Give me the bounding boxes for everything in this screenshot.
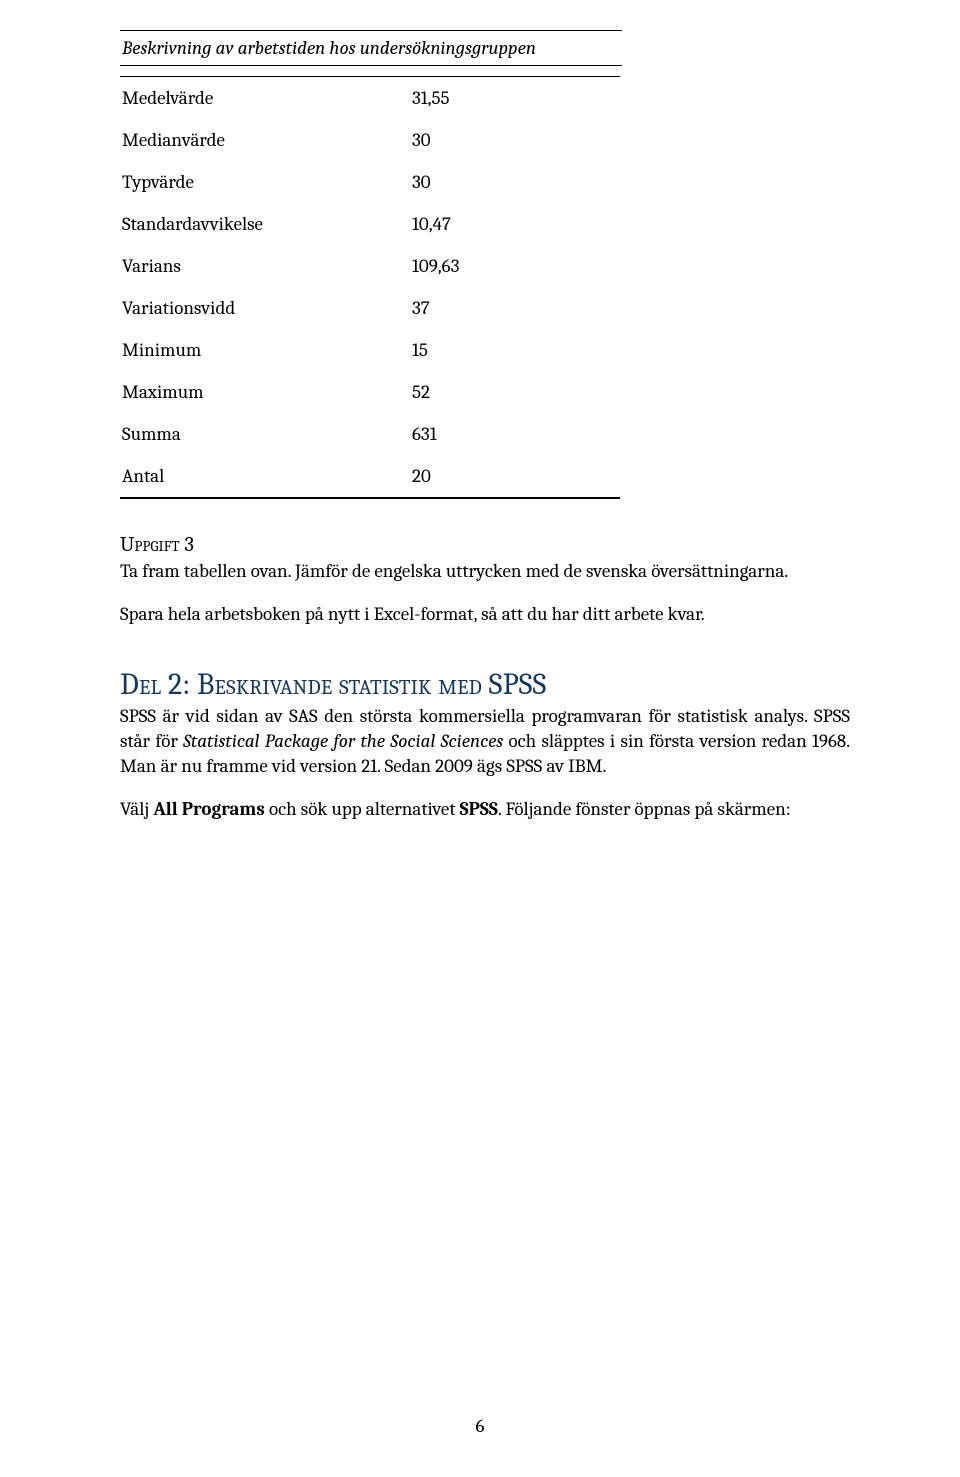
del2-p2-bold2: SPSS bbox=[460, 798, 498, 820]
stats-table: Medelvärde 31,55 Medianvärde 30 Typvärde… bbox=[120, 76, 620, 499]
stat-value: 15 bbox=[410, 329, 620, 371]
stat-value: 20 bbox=[410, 455, 620, 498]
stat-label: Maximum bbox=[120, 371, 410, 413]
uppgift3-heading: Uppgift 3 bbox=[120, 533, 850, 557]
stat-label: Medianvärde bbox=[120, 119, 410, 161]
table-row: Variationsvidd 37 bbox=[120, 287, 620, 329]
table-row: Summa 631 bbox=[120, 413, 620, 455]
stat-label: Variationsvidd bbox=[120, 287, 410, 329]
del2-paragraph-1: SPSS är vid sidan av SAS den största kom… bbox=[120, 704, 850, 779]
del2-heading: Del 2: Beskrivande statistik med SPSS bbox=[120, 667, 850, 702]
table-row: Varians 109,63 bbox=[120, 245, 620, 287]
stat-value: 10,47 bbox=[410, 203, 620, 245]
table-row: Medianvärde 30 bbox=[120, 119, 620, 161]
del2-p1-italic: Statistical Package for the Social Scien… bbox=[183, 730, 503, 752]
del2-p2b: och sök upp alternativet bbox=[265, 798, 460, 820]
table-row: Standardavvikelse 10,47 bbox=[120, 203, 620, 245]
stat-value: 37 bbox=[410, 287, 620, 329]
stat-value: 30 bbox=[410, 161, 620, 203]
del2-p2c: . Följande fönster öppnas på skärmen: bbox=[498, 798, 791, 820]
page-number: 6 bbox=[0, 1415, 960, 1437]
stat-value: 631 bbox=[410, 413, 620, 455]
stats-table-body: Medelvärde 31,55 Medianvärde 30 Typvärde… bbox=[120, 77, 620, 499]
uppgift3-line2: Spara hela arbetsboken på nytt i Excel-f… bbox=[120, 602, 850, 627]
stat-value: 31,55 bbox=[410, 77, 620, 120]
del2-paragraph-2: Välj All Programs och sök upp alternativ… bbox=[120, 797, 850, 822]
stat-value: 109,63 bbox=[410, 245, 620, 287]
stat-label: Antal bbox=[120, 455, 410, 498]
stat-label: Typvärde bbox=[120, 161, 410, 203]
stat-label: Standardavvikelse bbox=[120, 203, 410, 245]
stat-value: 52 bbox=[410, 371, 620, 413]
stat-label: Minimum bbox=[120, 329, 410, 371]
table-row: Maximum 52 bbox=[120, 371, 620, 413]
del2-p2a: Välj bbox=[120, 798, 153, 820]
stat-label: Medelvärde bbox=[120, 77, 410, 120]
table-row: Minimum 15 bbox=[120, 329, 620, 371]
table-row: Antal 20 bbox=[120, 455, 620, 498]
stat-label: Summa bbox=[120, 413, 410, 455]
stat-value: 30 bbox=[410, 119, 620, 161]
uppgift3-line1: Ta fram tabellen ovan. Jämför de engelsk… bbox=[120, 559, 850, 584]
table-row: Typvärde 30 bbox=[120, 161, 620, 203]
del2-p2-bold1: All Programs bbox=[153, 798, 264, 820]
table-title: Beskrivning av arbetstiden hos undersökn… bbox=[120, 30, 622, 66]
stat-label: Varians bbox=[120, 245, 410, 287]
table-row: Medelvärde 31,55 bbox=[120, 77, 620, 120]
